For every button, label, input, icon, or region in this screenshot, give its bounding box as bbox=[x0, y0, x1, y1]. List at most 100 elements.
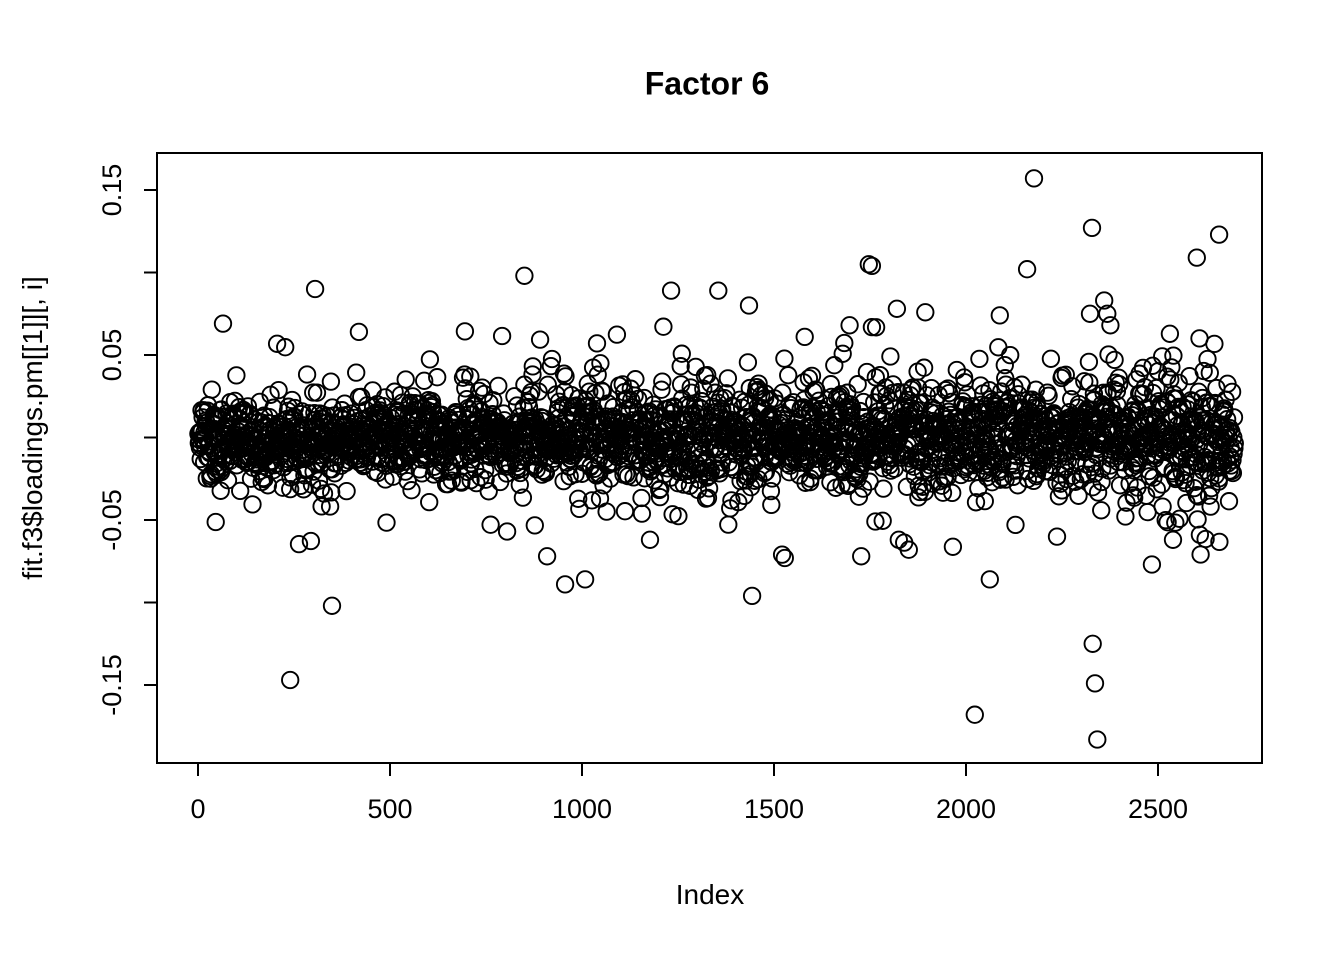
data-point bbox=[873, 511, 892, 530]
data-point bbox=[1188, 510, 1207, 529]
plot-box bbox=[156, 152, 1263, 764]
data-point bbox=[264, 398, 283, 417]
data-point bbox=[476, 470, 495, 489]
data-point bbox=[1143, 356, 1162, 375]
data-point bbox=[615, 502, 635, 521]
data-point bbox=[1192, 398, 1211, 417]
data-point bbox=[307, 383, 327, 402]
data-point bbox=[461, 367, 480, 386]
data-point bbox=[903, 378, 922, 397]
data-point bbox=[492, 326, 512, 346]
data-point bbox=[1006, 515, 1025, 535]
data-point bbox=[650, 487, 670, 507]
data-point bbox=[597, 502, 616, 521]
data-point bbox=[530, 330, 550, 349]
data-point bbox=[1224, 408, 1244, 427]
data-point bbox=[1217, 410, 1237, 429]
data-point bbox=[966, 493, 986, 512]
data-point bbox=[936, 380, 955, 400]
data-point bbox=[1156, 510, 1175, 530]
data-point bbox=[455, 322, 475, 341]
data-point bbox=[1024, 169, 1044, 188]
data-point bbox=[603, 452, 622, 472]
data-point bbox=[1187, 485, 1206, 505]
data-point bbox=[971, 376, 990, 395]
data-point bbox=[276, 338, 295, 357]
data-point bbox=[1224, 444, 1243, 464]
data-point bbox=[231, 481, 250, 501]
data-point bbox=[1222, 382, 1242, 402]
data-point bbox=[1209, 225, 1229, 244]
data-point bbox=[1162, 358, 1181, 377]
data-point bbox=[626, 370, 645, 389]
data-point bbox=[1164, 346, 1183, 365]
data-point bbox=[522, 382, 541, 402]
data-point bbox=[1107, 381, 1127, 401]
data-point bbox=[243, 495, 262, 514]
data-point bbox=[681, 378, 700, 397]
data-point bbox=[795, 327, 814, 347]
data-point bbox=[1158, 367, 1177, 386]
data-point bbox=[899, 540, 918, 559]
data-point bbox=[628, 389, 648, 409]
data-point bbox=[686, 357, 705, 377]
data-point bbox=[775, 349, 794, 368]
data-point bbox=[311, 479, 331, 499]
data-point bbox=[452, 473, 471, 492]
data-point bbox=[497, 522, 517, 541]
data-point bbox=[305, 279, 325, 299]
data-point bbox=[523, 365, 542, 384]
data-point bbox=[833, 344, 852, 363]
data-point bbox=[291, 476, 310, 496]
x-tick-label: 2000 bbox=[936, 794, 996, 824]
data-point bbox=[1109, 368, 1128, 387]
data-point bbox=[420, 492, 439, 512]
data-point bbox=[650, 480, 669, 500]
data-point bbox=[202, 380, 221, 399]
y-tick-label: 0.15 bbox=[97, 164, 127, 217]
data-point bbox=[1098, 304, 1117, 323]
data-point bbox=[267, 334, 287, 353]
data-point bbox=[415, 371, 434, 390]
data-point bbox=[292, 402, 312, 421]
data-point bbox=[428, 368, 447, 387]
data-point bbox=[419, 393, 438, 413]
data-point bbox=[1001, 345, 1020, 365]
data-point bbox=[1219, 492, 1239, 511]
data-point bbox=[857, 362, 877, 382]
data-point bbox=[652, 380, 671, 399]
data-point bbox=[1047, 527, 1067, 546]
data-point bbox=[607, 325, 627, 344]
data-point bbox=[556, 367, 575, 386]
data-point bbox=[1082, 218, 1102, 238]
data-point bbox=[1200, 363, 1219, 383]
data-point bbox=[1163, 530, 1183, 549]
data-point bbox=[289, 534, 309, 554]
data-point bbox=[1099, 345, 1118, 364]
data-point bbox=[698, 365, 717, 385]
data-point bbox=[1191, 545, 1210, 564]
data-point bbox=[916, 303, 935, 322]
data-point bbox=[1142, 555, 1162, 574]
data-point bbox=[669, 456, 688, 475]
data-point bbox=[1207, 378, 1226, 398]
data-point bbox=[719, 515, 738, 534]
data-point bbox=[321, 372, 341, 391]
data-point bbox=[887, 299, 907, 318]
data-point bbox=[1225, 439, 1244, 458]
data-point bbox=[322, 596, 342, 615]
x-tick-label: 0 bbox=[190, 794, 205, 824]
data-point bbox=[481, 515, 500, 534]
data-point bbox=[970, 349, 989, 369]
y-tick-label: -0.15 bbox=[97, 654, 127, 716]
data-point bbox=[640, 530, 660, 549]
data-point bbox=[555, 575, 575, 594]
data-point bbox=[438, 475, 458, 494]
data-point bbox=[218, 471, 238, 490]
data-point bbox=[1190, 525, 1210, 544]
data-point bbox=[840, 316, 859, 335]
data-point bbox=[661, 281, 681, 300]
data-point bbox=[939, 383, 959, 403]
y-tick-label: 0.05 bbox=[97, 329, 127, 382]
data-point bbox=[926, 404, 945, 423]
